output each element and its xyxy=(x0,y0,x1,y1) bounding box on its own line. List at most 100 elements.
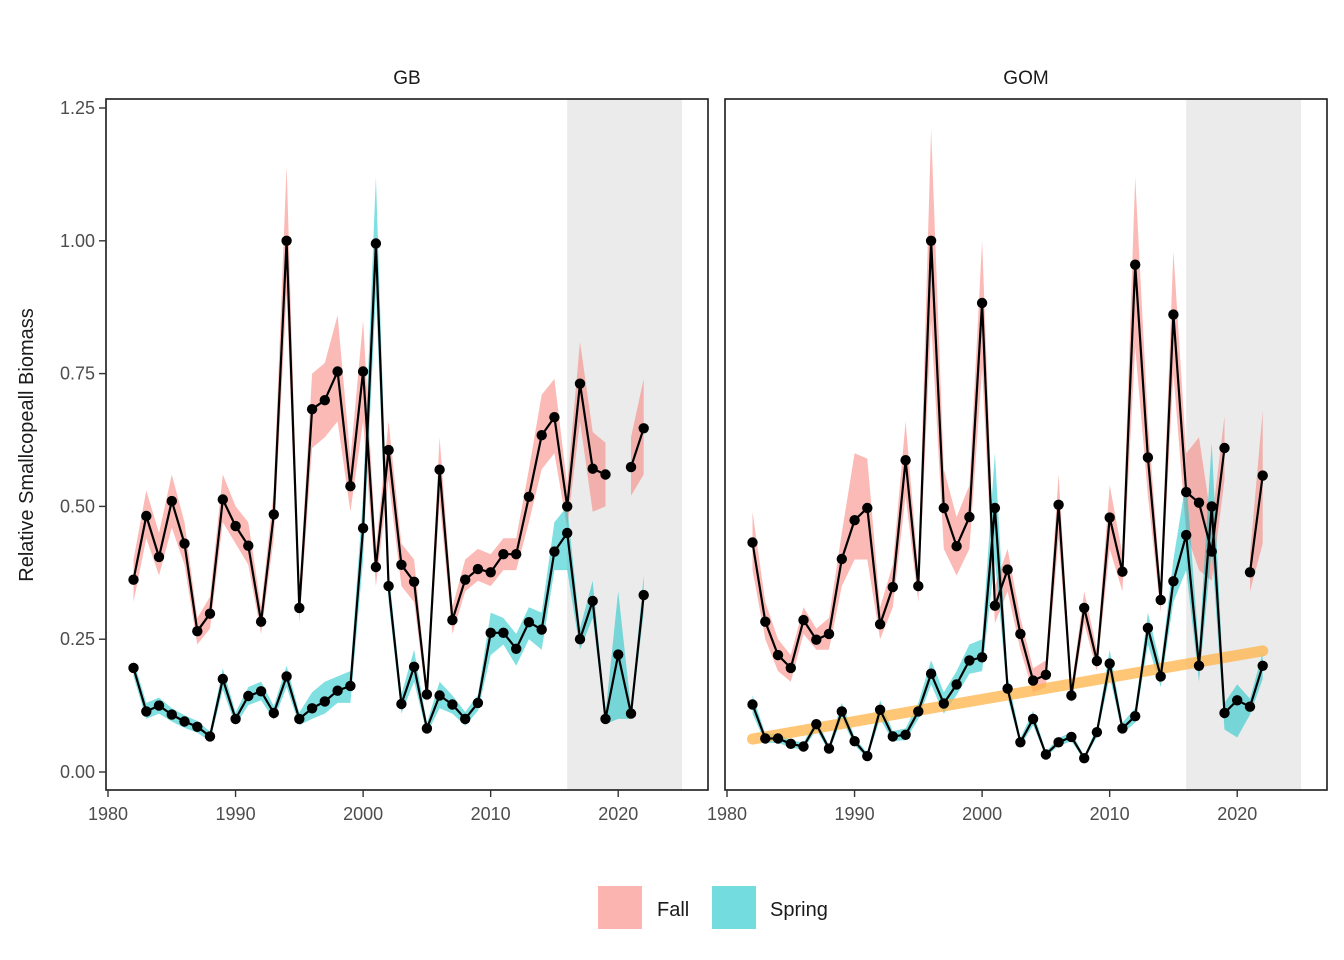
x-tick-label-gb-1990: 1990 xyxy=(216,804,256,824)
legend-label-spring: Spring xyxy=(770,899,828,921)
legend-swatch-fall xyxy=(598,886,642,929)
point-fall-gom-2013 xyxy=(1142,452,1154,463)
y-tick-label-0.75: 0.75 xyxy=(60,364,95,384)
y-tick-label-0.25: 0.25 xyxy=(60,629,95,649)
point-fall-gom-1996 xyxy=(925,235,937,246)
point-fall-gb-1991 xyxy=(243,540,254,551)
y-axis-label: Relative Smallcopeall Biomass xyxy=(16,308,38,581)
shade-rect-gom xyxy=(1186,99,1301,790)
y-tick-label-0.50: 0.50 xyxy=(60,496,95,516)
point-spring-gb-2012 xyxy=(511,643,522,654)
point-fall-gb-2005 xyxy=(421,689,433,700)
point-fall-gb-1982 xyxy=(128,574,139,585)
point-fall-gb-2001 xyxy=(370,561,382,573)
series-points-gom xyxy=(747,235,1268,764)
recent-period-shade-gom xyxy=(1186,99,1301,790)
point-fall-gb-1995 xyxy=(294,602,305,614)
point-spring-gb-2000 xyxy=(357,523,369,534)
x-tick-label-gom-2000: 2000 xyxy=(962,804,1002,824)
point-fall-gom-2001 xyxy=(989,600,1001,611)
point-fall-gb-1986 xyxy=(179,538,190,549)
line-fall-gb xyxy=(132,239,645,696)
point-fall-gom-2011 xyxy=(1117,566,1128,577)
point-spring-gb-1990 xyxy=(230,713,241,725)
point-fall-gb-1988 xyxy=(204,608,216,619)
point-spring-gom-2001 xyxy=(989,502,1001,514)
point-fall-gom-2005 xyxy=(1040,669,1052,680)
point-fall-gom-2007 xyxy=(1066,690,1077,701)
point-spring-gom-1992 xyxy=(874,704,886,715)
point-spring-gom-1997 xyxy=(938,698,949,709)
point-fall-gom-1988 xyxy=(823,628,835,640)
point-fall-gom-2014 xyxy=(1155,594,1166,606)
point-spring-gb-2021 xyxy=(625,708,637,719)
point-fall-gb-2021 xyxy=(625,461,637,473)
point-spring-gom-2012 xyxy=(1130,711,1141,722)
point-fall-gb-2017 xyxy=(574,378,586,389)
point-spring-gom-1982 xyxy=(747,699,758,710)
point-spring-gom-1995 xyxy=(913,706,924,717)
x-tick-label-gom-1980: 1980 xyxy=(707,804,747,824)
point-spring-gb-2003 xyxy=(396,698,407,710)
point-fall-gb-1984 xyxy=(153,551,165,563)
point-fall-gom-2006 xyxy=(1053,499,1064,510)
point-spring-gom-2007 xyxy=(1066,731,1077,743)
point-spring-gb-1998 xyxy=(332,685,343,696)
point-fall-gb-2004 xyxy=(408,576,420,587)
point-spring-gom-1984 xyxy=(772,733,784,744)
x-tick-label-gb-2010: 2010 xyxy=(471,804,511,824)
point-fall-gb-1998 xyxy=(332,366,343,377)
point-spring-gom-2015 xyxy=(1168,576,1179,587)
x-axis-gb: 1980 1990 2000 2010 2020 xyxy=(88,790,638,824)
point-spring-gom-1998 xyxy=(951,679,962,690)
x-tick-label-gom-1990: 1990 xyxy=(835,804,875,824)
point-spring-gom-2008 xyxy=(1079,753,1090,764)
line-fall-gom xyxy=(751,239,1264,697)
point-fall-gom-2008 xyxy=(1079,602,1090,614)
panel-frame-gom xyxy=(724,98,1328,791)
point-fall-gom-1982 xyxy=(747,537,758,548)
panel-gom: GOM 1980 1990 2000 2010 2020 xyxy=(707,68,1328,824)
point-spring-gom-2003 xyxy=(1015,737,1026,748)
point-fall-gb-1985 xyxy=(166,495,177,507)
point-spring-gom-1989 xyxy=(836,706,847,717)
x-tick-label-gb-1980: 1980 xyxy=(88,804,128,824)
point-fall-gom-2017 xyxy=(1193,497,1205,508)
point-spring-gb-2011 xyxy=(498,627,509,638)
point-spring-gb-2017 xyxy=(574,634,586,645)
x-tick-label-gb-2020: 2020 xyxy=(598,804,638,824)
point-spring-gb-2010 xyxy=(485,627,496,638)
point-spring-gb-1984 xyxy=(153,700,165,711)
point-spring-gb-2018 xyxy=(587,595,598,607)
point-spring-gb-2004 xyxy=(408,661,420,672)
legend: Fall Spring xyxy=(598,886,828,929)
point-fall-gom-2004 xyxy=(1027,675,1039,686)
point-spring-gom-1983 xyxy=(760,733,771,744)
point-fall-gb-2000 xyxy=(357,366,369,377)
point-spring-gb-1995 xyxy=(294,713,305,725)
point-spring-gb-1991 xyxy=(243,690,254,702)
point-fall-gom-2012 xyxy=(1130,259,1141,270)
point-fall-gom-2002 xyxy=(1002,564,1013,575)
x-axis-gom: 1980 1990 2000 2010 2020 xyxy=(707,790,1257,824)
point-spring-gb-1986 xyxy=(179,716,190,727)
point-fall-gom-1999 xyxy=(964,511,975,523)
point-fall-gom-2009 xyxy=(1091,655,1103,667)
x-tick-label-gb-2000: 2000 xyxy=(343,804,383,824)
point-spring-gom-1994 xyxy=(900,729,911,740)
point-spring-gb-1997 xyxy=(319,696,330,707)
point-spring-gb-2020 xyxy=(613,649,624,660)
point-fall-gom-1991 xyxy=(862,502,873,514)
point-fall-gb-2002 xyxy=(383,444,394,456)
point-fall-gb-1999 xyxy=(345,481,356,492)
point-spring-gom-2002 xyxy=(1002,683,1013,694)
point-fall-gom-1986 xyxy=(798,614,809,626)
point-fall-gom-1983 xyxy=(760,616,771,627)
point-fall-gb-1987 xyxy=(192,626,203,637)
point-fall-gom-2016 xyxy=(1181,486,1192,498)
point-spring-gb-2015 xyxy=(549,546,560,557)
point-spring-gb-1989 xyxy=(217,673,228,685)
point-fall-gb-2009 xyxy=(472,563,484,575)
point-fall-gb-2018 xyxy=(587,463,598,474)
point-spring-gom-2000 xyxy=(976,652,988,663)
